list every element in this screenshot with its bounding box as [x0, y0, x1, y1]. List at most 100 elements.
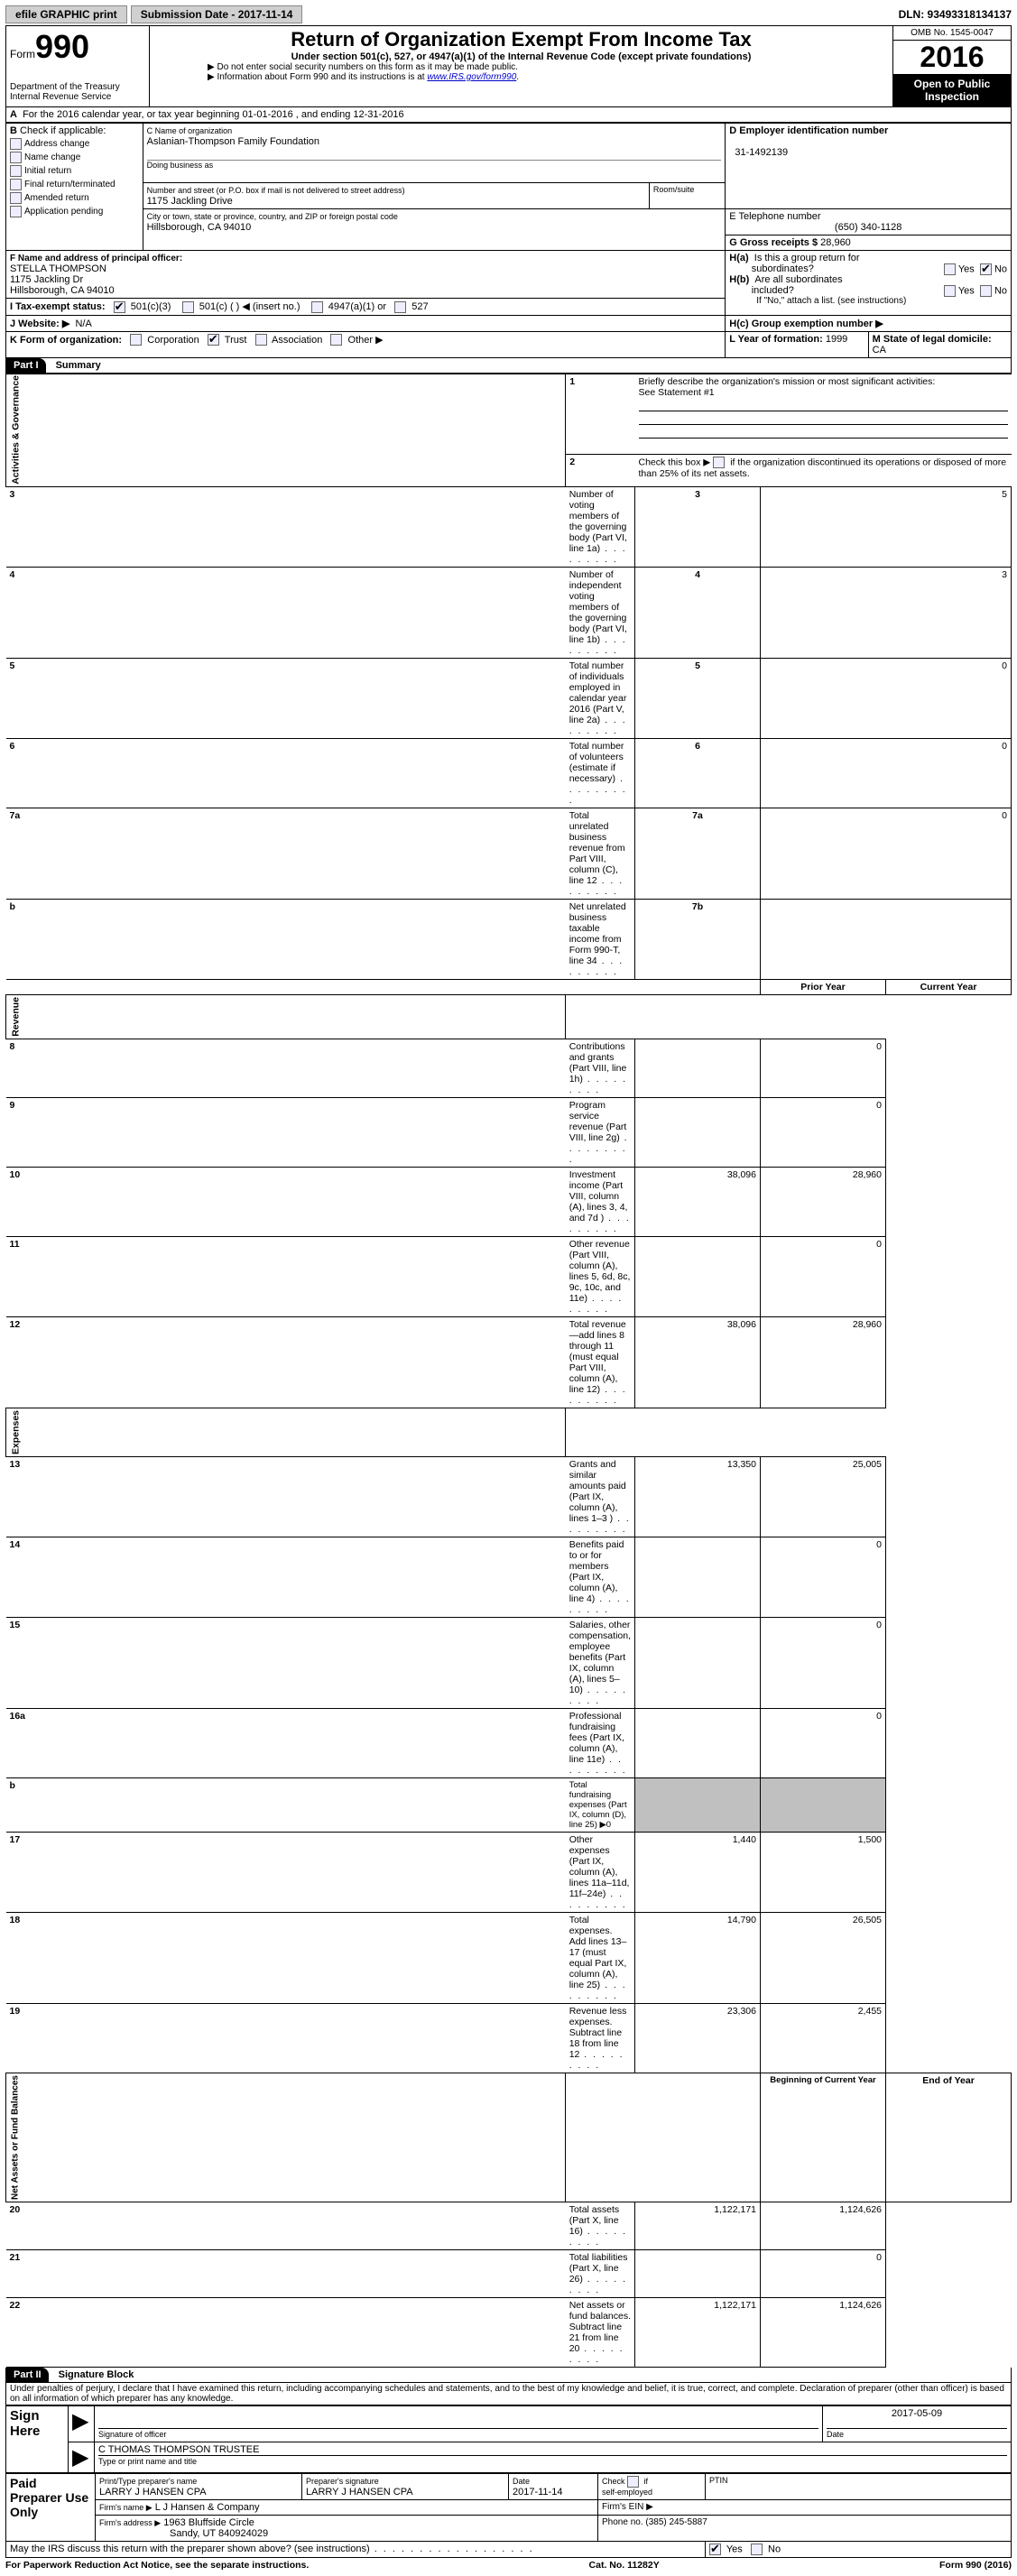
website-row: J Website: ▶ N/A: [6, 315, 726, 331]
line-20-text: Total assets (Part X, line 16): [569, 2204, 627, 2248]
cb-amended-return[interactable]: [10, 192, 22, 204]
line-10-prior: 38,096: [635, 1168, 761, 1237]
line-21-curr: 0: [761, 2250, 886, 2298]
cb-application-pending[interactable]: [10, 206, 22, 217]
gross-receipts: G Gross receipts $ 28,960: [726, 235, 1012, 251]
part1-name: Summary: [56, 360, 101, 371]
line-11-curr: 0: [761, 1237, 886, 1317]
officer-addr1: 1175 Jackling Dr: [10, 274, 83, 285]
sig-date: 2017-05-09: [827, 2408, 1007, 2429]
officer-addr2: Hillsborough, CA 94010: [10, 285, 115, 296]
top-bar: efile GRAPHIC print Submission Date - 20…: [5, 5, 1012, 23]
tax-exempt-row: I Tax-exempt status: 501(c)(3) 501(c) ( …: [6, 299, 726, 316]
efile-btn[interactable]: efile GRAPHIC print: [5, 5, 127, 23]
line-20-prior: 1,122,171: [635, 2202, 761, 2250]
line-11-prior: [635, 1237, 761, 1317]
vlabel-revenue: Revenue: [6, 995, 566, 1039]
org-info-table: B Check if applicable: Address changeNam…: [5, 123, 1012, 358]
line-16a-text: Professional fundraising fees (Part IX, …: [569, 1711, 627, 1776]
cb-initial-return[interactable]: [10, 165, 22, 177]
cb-final-return-terminated[interactable]: [10, 179, 22, 190]
line-6-num: 6: [635, 739, 761, 808]
self-employed: Check ifself-employed: [598, 2474, 706, 2500]
line-18-text: Total expenses. Add lines 13–17 (must eq…: [569, 1915, 627, 2001]
dln: DLN: 93493318134137: [899, 8, 1012, 21]
cb-trust[interactable]: [208, 334, 219, 346]
cb-other-[interactable]: [330, 334, 342, 346]
cb-self-employed[interactable]: [627, 2476, 639, 2488]
line-19-curr: 2,455: [761, 2004, 886, 2073]
l1-text: Briefly describe the organization's miss…: [639, 376, 936, 387]
line-12-text: Total revenue—add lines 8 through 11 (mu…: [569, 1319, 627, 1406]
firm-ein: Firm's EIN ▶: [598, 2500, 1012, 2516]
line-3-text: Number of voting members of the governin…: [569, 489, 627, 565]
line-15-prior: [635, 1618, 761, 1709]
signature-table: Sign Here ▶ Signature of officer 2017-05…: [5, 2405, 1012, 2473]
line-20-curr: 1,124,626: [761, 2202, 886, 2250]
cb-name-change[interactable]: [10, 152, 22, 163]
cb-association[interactable]: [255, 334, 267, 346]
ptin-label: PTIN: [706, 2474, 1012, 2500]
line-15-text: Salaries, other compensation, employee b…: [569, 1620, 631, 1706]
line-21-text: Total liabilities (Part X, line 26): [569, 2252, 628, 2295]
line-19-text: Revenue less expenses. Subtract line 18 …: [569, 2006, 627, 2071]
cb-corporation[interactable]: [130, 334, 142, 346]
vlabel-governance: Activities & Governance: [6, 374, 566, 487]
org-name-label: C Name of organization: [147, 126, 233, 135]
line-7b-num: 7b: [635, 900, 761, 980]
phone-value: (650) 340-1128: [729, 222, 1007, 233]
line-3-num: 3: [635, 487, 761, 568]
line-7a-val: 0: [761, 808, 1012, 900]
line-6-val: 0: [761, 739, 1012, 808]
footer: For Paperwork Reduction Act Notice, see …: [5, 2560, 1012, 2571]
cb-discuss-yes[interactable]: [709, 2544, 721, 2555]
vlabel-expenses: Expenses: [6, 1408, 566, 1457]
cb-address-change[interactable]: [10, 138, 22, 150]
line-21-prior: [635, 2250, 761, 2298]
line-5-num: 5: [635, 659, 761, 739]
cb-527[interactable]: [394, 301, 406, 313]
city-label: City or town, state or province, country…: [147, 212, 398, 221]
line-7a-text: Total unrelated business revenue from Pa…: [569, 810, 625, 897]
line-17-text: Other expenses (Part IX, column (A), lin…: [569, 1834, 630, 1910]
form-label: Form990: [10, 28, 145, 66]
instr-2: ▶ Information about Form 990 and its ins…: [153, 72, 889, 82]
cb-501c[interactable]: [182, 301, 194, 313]
cb-discuss-no[interactable]: [751, 2544, 763, 2555]
officer-label: F Name and address of principal officer:: [10, 254, 182, 263]
line-17-curr: 1,500: [761, 1833, 886, 1913]
instr-1: ▶ Do not enter social security numbers o…: [153, 62, 889, 72]
col-current: Current Year: [886, 980, 1012, 995]
line-14-curr: 0: [761, 1537, 886, 1618]
line-10-curr: 28,960: [761, 1168, 886, 1237]
l1-value: See Statement #1: [639, 387, 715, 398]
officer-name: STELLA THOMPSON: [10, 263, 106, 274]
date-label: Date: [827, 2430, 844, 2439]
preparer-name: LARRY J HANSEN CPA: [99, 2487, 207, 2498]
firm-name: L J Hansen & Company: [155, 2502, 260, 2513]
preparer-date: 2017-11-14: [513, 2487, 562, 2498]
irs-link[interactable]: www.IRS.gov/form990: [427, 72, 516, 82]
line-9-prior: [635, 1098, 761, 1168]
submission-date: Submission Date - 2017-11-14: [131, 5, 303, 23]
sig-officer-label: Signature of officer: [98, 2430, 166, 2439]
line-7b-text: Net unrelated business taxable income fr…: [569, 901, 626, 977]
line-22-text: Net assets or fund balances. Subtract li…: [569, 2300, 631, 2365]
part1-table: Activities & Governance 1 Briefly descri…: [5, 374, 1012, 2368]
cb-4947[interactable]: [311, 301, 323, 313]
cb-501c3[interactable]: [114, 301, 125, 313]
firm-addr2: Sandy, UT 840924029: [170, 2528, 268, 2539]
line-8-text: Contributions and grants (Part VIII, lin…: [569, 1041, 627, 1095]
line-13-curr: 25,005: [761, 1457, 886, 1537]
part2-name: Signature Block: [59, 2369, 134, 2380]
phone-label: E Telephone number (650) 340-1128: [726, 209, 1012, 235]
sign-here: Sign Here: [6, 2406, 69, 2473]
footer-right: Form 990 (2016): [939, 2560, 1012, 2571]
line-14-prior: [635, 1537, 761, 1618]
h-a: H(a) Is this a group return for subordin…: [729, 253, 1007, 274]
cb-discontinued[interactable]: [713, 457, 725, 468]
type-name-label: Type or print name and title: [98, 2457, 197, 2466]
dept-label: Department of the Treasury: [10, 82, 145, 92]
vlabel-net: Net Assets or Fund Balances: [6, 2073, 566, 2202]
col-end: End of Year: [886, 2073, 1012, 2202]
